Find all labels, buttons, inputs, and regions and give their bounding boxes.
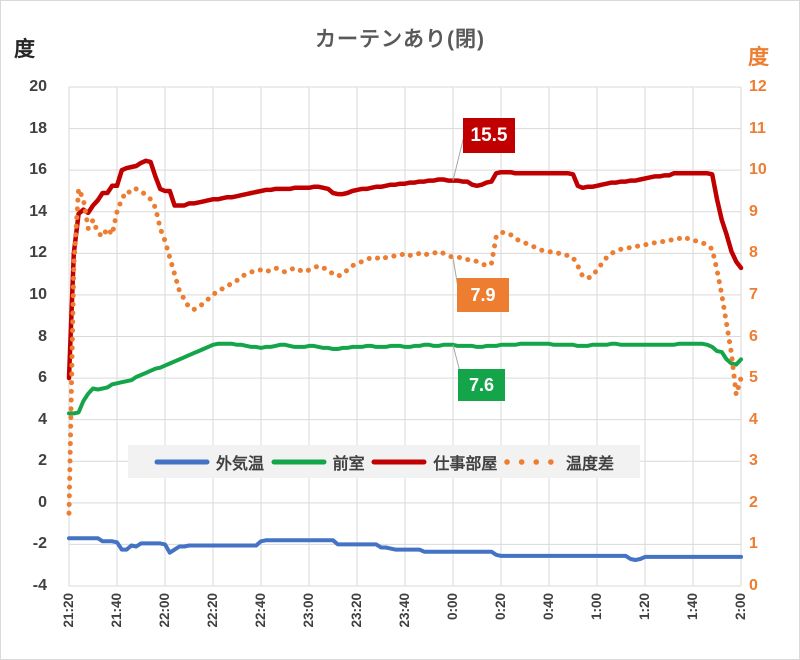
y-axis-tick-right: 7 xyxy=(749,285,758,303)
x-axis-tick: 23:40 xyxy=(397,593,412,628)
chart-title: カーテンあり(閉) xyxy=(315,28,485,51)
legend-label: 外気温 xyxy=(216,455,265,473)
legend-swatch-temp-diff-line xyxy=(504,458,560,465)
data-label-work-room-text: 15.5 xyxy=(470,124,508,146)
x-axis-tick: 2:00 xyxy=(733,593,748,621)
left-axis-unit: 度 xyxy=(14,38,35,61)
y-axis-tick-left: 4 xyxy=(38,410,47,428)
x-axis-tick: 23:00 xyxy=(301,593,316,628)
y-axis-tick-right: 1 xyxy=(749,535,758,553)
data-label-anteroom-text: 7.6 xyxy=(468,374,495,395)
series-anteroom-line xyxy=(67,341,743,416)
y-axis-tick-left: 8 xyxy=(38,327,47,345)
x-axis-tick: 1:20 xyxy=(637,593,652,621)
y-axis-tick-left: 0 xyxy=(38,493,47,511)
legend-label: 温度差 xyxy=(565,455,614,473)
series-temp-diff-line xyxy=(66,186,744,516)
y-axis-tick-left: 6 xyxy=(38,369,47,387)
x-axis-tick: 22:00 xyxy=(157,593,172,628)
y-axis-tick-right: 5 xyxy=(749,369,758,387)
series-work-room-line xyxy=(66,158,744,381)
legend-item-anteroom: 前室 xyxy=(271,450,365,474)
y-axis-tick-right: 3 xyxy=(749,452,758,470)
legend-swatch-work-room-line xyxy=(371,459,427,464)
data-label-temp-diff-text: 7.9 xyxy=(470,284,496,305)
legend-label: 前室 xyxy=(332,455,365,473)
legend: 外気温 前室 仕事部屋 温度差 xyxy=(128,445,640,478)
x-axis-tick: 0:00 xyxy=(445,593,460,621)
y-axis-tick-right: 11 xyxy=(749,119,766,137)
data-label-temp-diff: 7.9 xyxy=(457,278,509,312)
x-axis-tick: 21:40 xyxy=(109,593,124,628)
y-axis-tick-left: 2 xyxy=(38,452,47,470)
legend-item-outside-temp: 外気温 xyxy=(154,450,264,474)
series-outside-temp-line xyxy=(67,536,743,562)
y-axis-tick-right: 6 xyxy=(749,327,758,345)
y-axis-tick-left: 14 xyxy=(29,202,47,220)
y-axis-tick-right: 2 xyxy=(749,493,758,511)
y-axis-tick-left: -2 xyxy=(32,535,47,553)
legend-swatch-anteroom-line xyxy=(271,459,327,464)
data-label-anteroom: 7.6 xyxy=(458,369,505,401)
y-axis-tick-right: 8 xyxy=(749,244,758,262)
y-axis-tick-right: 9 xyxy=(749,202,758,220)
data-label-work-room: 15.5 xyxy=(463,118,515,153)
legend-label: 仕事部屋 xyxy=(433,455,498,473)
y-axis-tick-right: 4 xyxy=(749,410,758,428)
y-axis-tick-right: 0 xyxy=(749,577,758,594)
y-axis-tick-left: -4 xyxy=(32,577,47,594)
legend-swatch-outside-temp-line xyxy=(154,459,210,464)
y-axis-tick-left: 10 xyxy=(29,285,47,303)
x-axis-tick: 21:20 xyxy=(61,593,76,628)
y-axis-tick-left: 20 xyxy=(29,78,47,95)
data-label-leader-line xyxy=(452,135,465,181)
x-axis-tick: 1:40 xyxy=(685,593,700,621)
x-axis-tick: 22:20 xyxy=(205,593,220,628)
y-axis-tick-left: 16 xyxy=(29,161,47,179)
legend-item-temp-diff: 温度差 xyxy=(504,450,614,474)
x-axis-tick: 23:20 xyxy=(349,593,364,628)
data-label-leader-line xyxy=(452,344,461,373)
legend-item-work-room: 仕事部屋 xyxy=(371,450,497,474)
y-axis-tick-right: 10 xyxy=(749,161,767,179)
x-axis-tick: 22:40 xyxy=(253,593,268,628)
y-axis-tick-left: 12 xyxy=(29,244,47,262)
x-axis-tick: 1:00 xyxy=(589,593,604,621)
right-axis-unit: 度 xyxy=(748,46,769,69)
y-axis-tick-left: 18 xyxy=(29,119,47,137)
x-axis-tick: 0:40 xyxy=(541,593,556,621)
y-axis-tick-right: 12 xyxy=(749,78,767,95)
x-axis-tick: 0:20 xyxy=(493,593,508,621)
